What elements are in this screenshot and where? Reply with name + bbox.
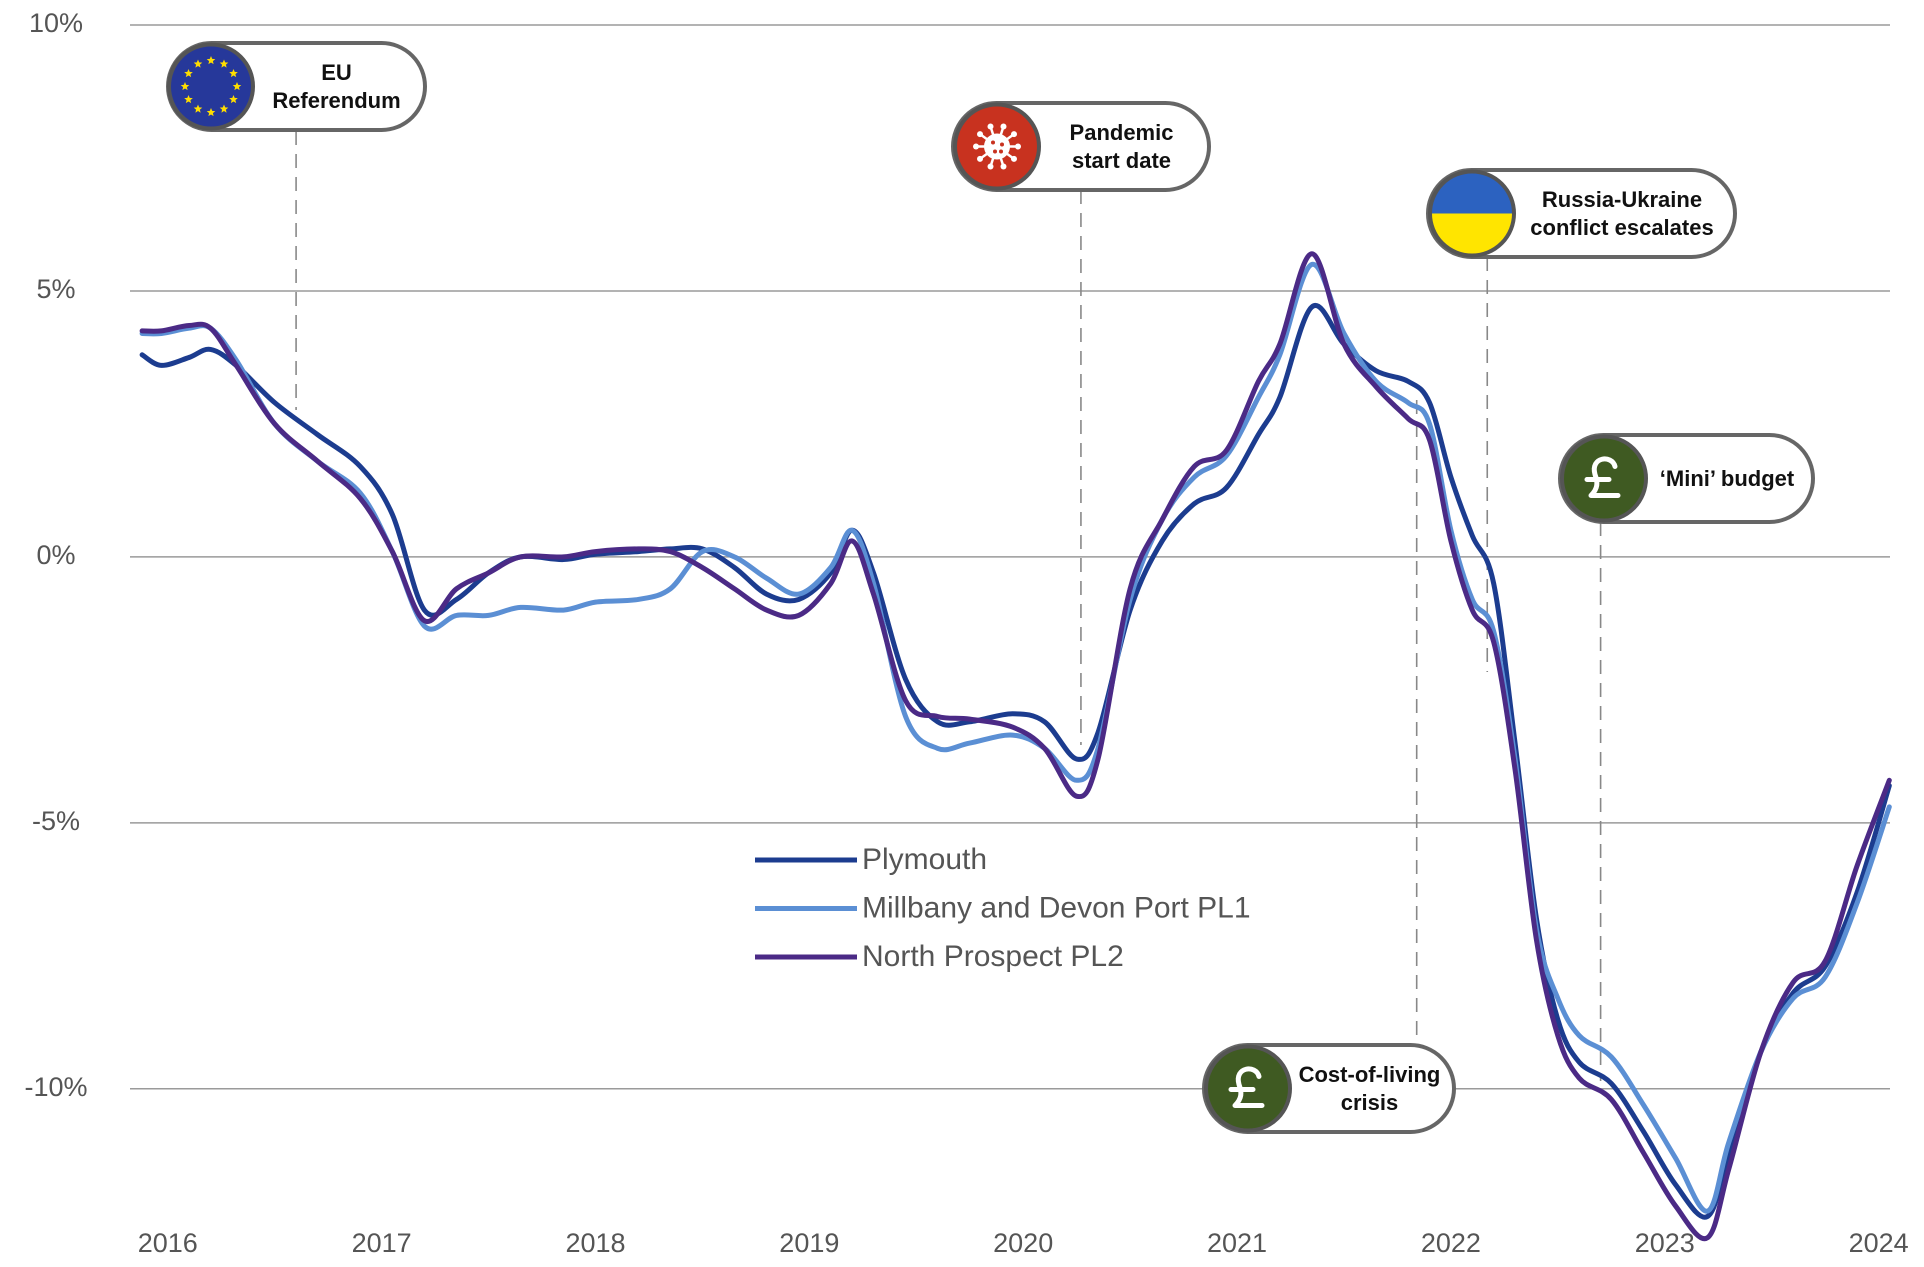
y-tick-label: 0% [36, 540, 75, 570]
x-tick-label: 2016 [138, 1228, 198, 1258]
grid [130, 24, 1890, 1090]
icon-star [193, 59, 203, 68]
annotation [166, 41, 427, 132]
annotation [1202, 1043, 1456, 1134]
x-tick-label: 2019 [779, 1228, 839, 1258]
annotation-lines [295, 131, 1602, 1081]
icon-ring [1560, 434, 1648, 523]
x-tick-label: 2020 [993, 1228, 1053, 1258]
series-line [139, 251, 1892, 1242]
annotation-text-box: Russia-Ukraine conflict escalates [1515, 170, 1729, 257]
x-tick-label: 2021 [1207, 1228, 1267, 1258]
icon-star [180, 82, 190, 91]
labels: 10% 5% 0% -5% -10% 2016 2017 2018 2019 2020 2021 20… [24, 8, 1908, 1258]
annotation-text: Russia-Ukraine conflict escalates [1530, 187, 1714, 240]
annotation-text: ‘Mini’ budget [1659, 465, 1795, 491]
icon-star [184, 69, 193, 78]
icon-virus-knob [1000, 123, 1007, 130]
icon-star [232, 82, 242, 91]
icon-pound [1228, 1066, 1265, 1108]
annotation-text-box: Pandemic start date [1040, 103, 1203, 190]
icon-star [206, 108, 216, 117]
legend-label: Plymouth [862, 843, 987, 876]
icon-virus-knob [987, 123, 994, 130]
annotation [1558, 433, 1815, 524]
annotation-text-box: EU Referendum [254, 43, 419, 130]
icon-star [193, 104, 203, 113]
icon-pound [1584, 456, 1621, 498]
icon-ring [167, 42, 255, 131]
annotation-text-box: Cost-of-living crisis [1291, 1045, 1448, 1132]
icon-virus-knob [987, 163, 994, 170]
icon-virus-knob [1000, 163, 1007, 170]
icon-star [229, 95, 238, 104]
icon-virus-knob [1010, 131, 1017, 138]
x-tick-label: 2023 [1635, 1228, 1695, 1258]
icon-virus-knob [1010, 155, 1017, 162]
icon-ring [1428, 169, 1516, 258]
icon-virus-knob [973, 143, 979, 150]
annotation [951, 101, 1211, 192]
legend-label: North Prospect PL2 [862, 940, 1124, 973]
y-tick-label: 5% [36, 274, 75, 304]
icon-star [219, 104, 229, 113]
icon-star [219, 59, 229, 68]
icon-star [206, 56, 216, 65]
icon-virus-dot [993, 149, 997, 154]
icon-virus-knob [977, 131, 984, 138]
icon-ring [953, 102, 1041, 191]
icon-virus-dot [991, 140, 995, 145]
icon-virus-dot [999, 149, 1003, 154]
icon-virus-body [984, 133, 1010, 160]
icon-star [229, 69, 238, 78]
x-tick-label: 2017 [352, 1228, 412, 1258]
icon-star [184, 95, 193, 104]
y-tick-label: -10% [24, 1072, 87, 1102]
annotation [1426, 168, 1737, 259]
annotation-text-box: ‘Mini’ budget [1647, 435, 1807, 522]
icon-virus-knob [1015, 143, 1021, 150]
icon-virus-dot [1000, 142, 1004, 147]
legend-label: Millbany and Devon Port PL1 [862, 891, 1251, 924]
annotations [166, 41, 1815, 1134]
x-tick-label: 2018 [565, 1228, 625, 1258]
y-tick-label: -5% [32, 806, 80, 836]
annotation-text: EU Referendum [272, 60, 401, 113]
annotation-text: Cost-of-living crisis [1298, 1062, 1441, 1115]
series-line [139, 261, 1892, 1214]
lines [139, 251, 1892, 1242]
icon-ring [1204, 1044, 1292, 1133]
icon-eu [170, 45, 252, 128]
x-tick-label: 2024 [1849, 1228, 1909, 1258]
annotation-text: Pandemic start date [1069, 120, 1174, 173]
icon-virus-knob [977, 155, 984, 162]
x-tick-label: 2022 [1421, 1228, 1481, 1258]
y-tick-label: 10% [29, 8, 83, 38]
